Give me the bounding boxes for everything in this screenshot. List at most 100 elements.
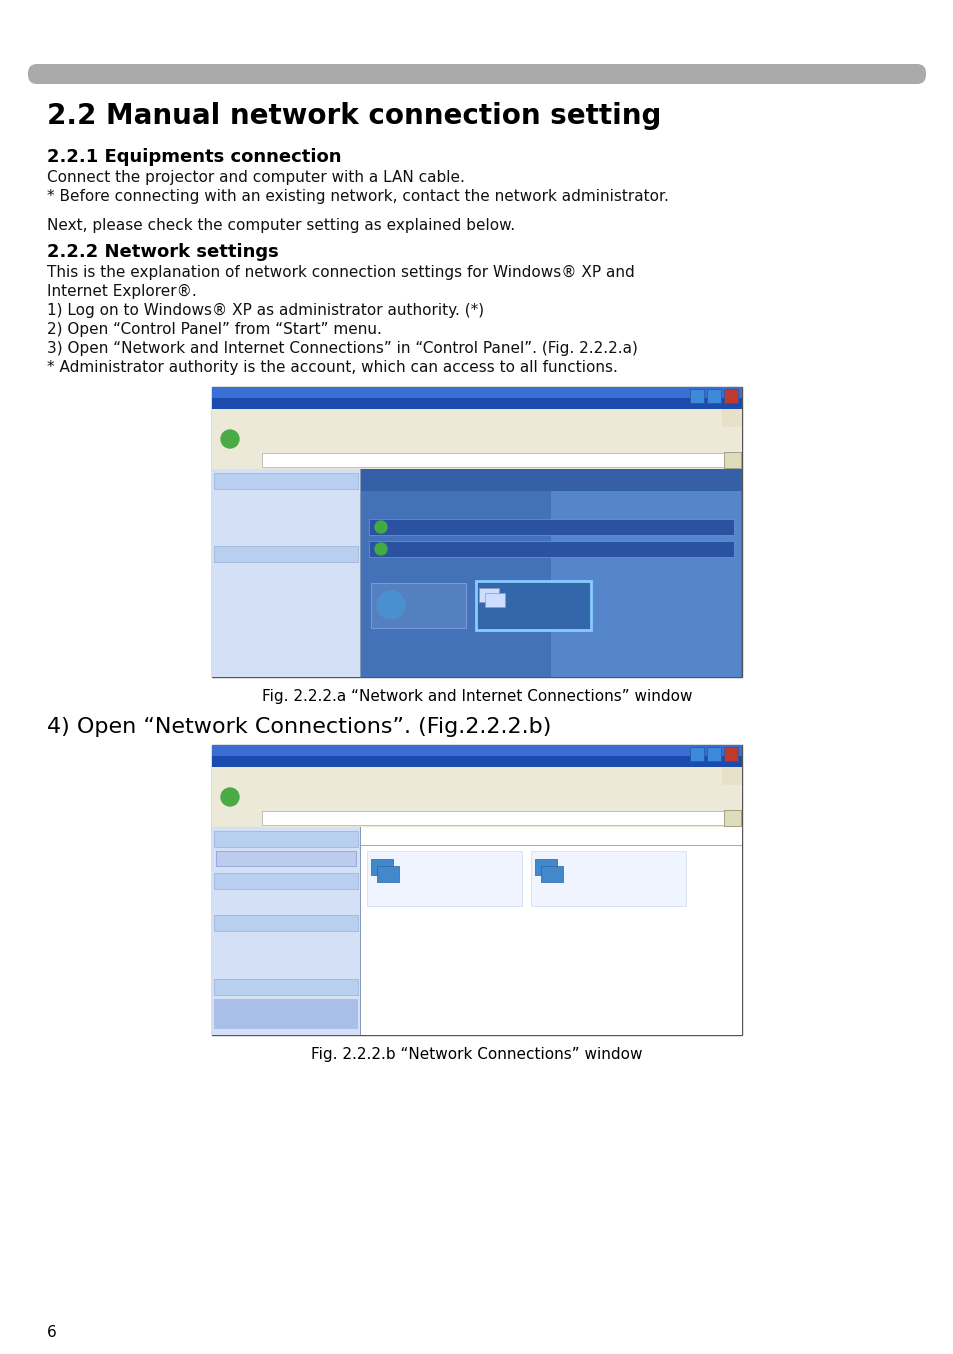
Bar	[212, 766, 741, 785]
Text: Set up or change your Internet connection: Set up or change your Internet connectio…	[393, 521, 572, 529]
Bar	[213, 546, 357, 562]
Text: File   Edit   View   Favorites   Tools   Advanced   Help: File Edit View Favorites Tools Advanced …	[216, 769, 435, 779]
Text: ●  Search    Folders    ☰: ● Search Folders ☰	[262, 432, 362, 441]
Text: Back  ▼: Back ▼	[220, 788, 252, 798]
Text: 11a/b/g Wireless LAN Mini PCI...: 11a/b/g Wireless LAN Mini PCI...	[405, 881, 516, 887]
Text: 2.2.2 Network settings: 2.2.2 Network settings	[47, 242, 278, 261]
Text: Hardware: Hardware	[232, 512, 269, 521]
Text: 2.2 Manual network connection setting: 2.2 Manual network connection setting	[47, 102, 660, 130]
Text: Back  ▼: Back ▼	[220, 431, 252, 439]
Text: Pick a task...: Pick a task...	[371, 497, 471, 510]
Bar	[212, 409, 741, 427]
Bar	[212, 827, 359, 1034]
Bar	[551, 468, 740, 677]
Text: 6: 6	[47, 1326, 56, 1340]
Text: Wireless Network Connection 3: Wireless Network Connection 3	[405, 858, 540, 868]
Text: See Also: See Also	[218, 475, 261, 483]
Text: * Administrator authority is the account, which can access to all functions.: * Administrator authority is the account…	[47, 360, 618, 375]
Bar	[360, 468, 741, 492]
Text: Network Tasks: Network Tasks	[218, 833, 292, 842]
Bar	[540, 867, 562, 881]
Text: 4) Open “Network Connections”. (Fig.2.2.2.b): 4) Open “Network Connections”. (Fig.2.2.…	[47, 718, 551, 737]
Text: 2) Open “Control Panel” from “Start” menu.: 2) Open “Control Panel” from “Start” men…	[47, 322, 381, 337]
Text: 3) Open “Network and Internet Connections” in “Control Panel”. (Fig. 2.2.2.a): 3) Open “Network and Internet Connection…	[47, 341, 638, 356]
Bar	[723, 747, 738, 761]
Bar	[478, 588, 498, 603]
Text: Printers and Other: Printers and Other	[232, 502, 302, 512]
Text: Internet Explorer®.: Internet Explorer®.	[47, 284, 196, 299]
Text: My Documents: My Documents	[232, 955, 289, 964]
Polygon shape	[661, 500, 731, 668]
Bar	[212, 387, 741, 409]
Text: ×: ×	[344, 917, 352, 927]
Text: * Before connecting with an existing network, contact the network administrator.: * Before connecting with an existing net…	[47, 190, 668, 204]
Bar	[689, 389, 703, 403]
Circle shape	[221, 431, 239, 448]
Bar	[360, 827, 741, 1034]
Circle shape	[375, 521, 387, 533]
Bar	[212, 745, 741, 756]
Bar	[723, 810, 740, 826]
Bar	[212, 785, 741, 808]
Text: Networking: Networking	[232, 566, 275, 575]
Text: Network Troubleshooter: Network Troubleshooter	[232, 894, 323, 902]
Bar	[212, 468, 359, 677]
Circle shape	[375, 543, 387, 555]
Text: ●  Search    Folders    ☰: ● Search Folders ☰	[262, 789, 362, 799]
Text: or pick a Control Panel icon: or pick a Control Panel icon	[371, 563, 563, 575]
Text: Other Places: Other Places	[218, 917, 283, 926]
Bar	[262, 454, 737, 467]
Text: See Also: See Also	[218, 875, 261, 884]
Text: Details: Details	[218, 982, 253, 990]
Bar	[359, 827, 360, 1034]
Text: Internet Options: Internet Options	[416, 597, 484, 607]
Bar	[212, 808, 741, 827]
Text: Fig. 2.2.2.a “Network and Internet Connections” window: Fig. 2.2.2.a “Network and Internet Conne…	[261, 689, 692, 704]
Text: Local Area Connection: Local Area Connection	[568, 858, 665, 868]
Bar	[531, 852, 685, 906]
Text: This is the explanation of network connection settings for Windows® XP and: This is the explanation of network conne…	[47, 265, 634, 280]
Text: Network Diagnostics: Network Diagnostics	[232, 586, 311, 594]
Text: Network Connections: Network Connections	[266, 812, 355, 821]
Text: ×: ×	[344, 833, 352, 844]
Text: Network Connections: Network Connections	[232, 747, 349, 757]
Bar	[212, 387, 741, 398]
Bar	[212, 387, 741, 677]
Text: x: x	[725, 749, 729, 756]
Text: Go: Go	[728, 811, 738, 816]
Text: My Network Places: My Network Places	[232, 493, 304, 502]
Bar	[212, 451, 741, 468]
Bar	[212, 745, 741, 1034]
Bar	[369, 542, 733, 556]
Text: Network and Internet Connections: Network and Internet Connections	[232, 389, 421, 399]
Bar	[215, 852, 355, 867]
Text: Fig. 2.2.2.b “Network Connections” window: Fig. 2.2.2.b “Network Connections” windo…	[311, 1047, 642, 1062]
Bar	[706, 747, 720, 761]
Bar	[476, 581, 590, 630]
Bar	[360, 468, 741, 677]
Bar	[706, 389, 720, 403]
Text: Go: Go	[728, 454, 738, 459]
Bar	[367, 852, 521, 906]
Text: 2. Equipment connection and network setting: 2. Equipment connection and network sett…	[44, 50, 330, 60]
Text: 2.2.1 Equipments connection: 2.2.1 Equipments connection	[47, 148, 341, 167]
Text: File   Edit   View   Favorites   Tools   Help: File Edit View Favorites Tools Help	[216, 412, 385, 420]
Bar	[262, 811, 737, 825]
FancyBboxPatch shape	[28, 64, 925, 84]
Bar	[213, 873, 357, 890]
Text: ✖: ✖	[545, 865, 555, 875]
Text: LAN or High-Speed Internet: LAN or High-Speed Internet	[369, 831, 532, 841]
Text: Remote Desktop: Remote Desktop	[232, 523, 295, 531]
Text: Network cable unplugged: Network cable unplugged	[568, 871, 659, 877]
Bar	[212, 427, 741, 451]
Text: Internet Explorer: Internet Explorer	[232, 575, 296, 585]
Text: Connect the projector and computer with a LAN cable.: Connect the projector and computer with …	[47, 171, 464, 185]
Bar	[371, 858, 393, 875]
Text: Network Connections: Network Connections	[218, 1001, 311, 1010]
Text: Intel(R) PRO/1000 MT Mobile ...: Intel(R) PRO/1000 MT Mobile ...	[568, 881, 678, 887]
Bar	[484, 593, 504, 607]
Bar	[721, 766, 741, 785]
Bar	[213, 831, 357, 848]
Text: Next, please check the computer setting as explained below.: Next, please check the computer setting …	[47, 218, 515, 233]
Text: ×: ×	[344, 982, 352, 991]
